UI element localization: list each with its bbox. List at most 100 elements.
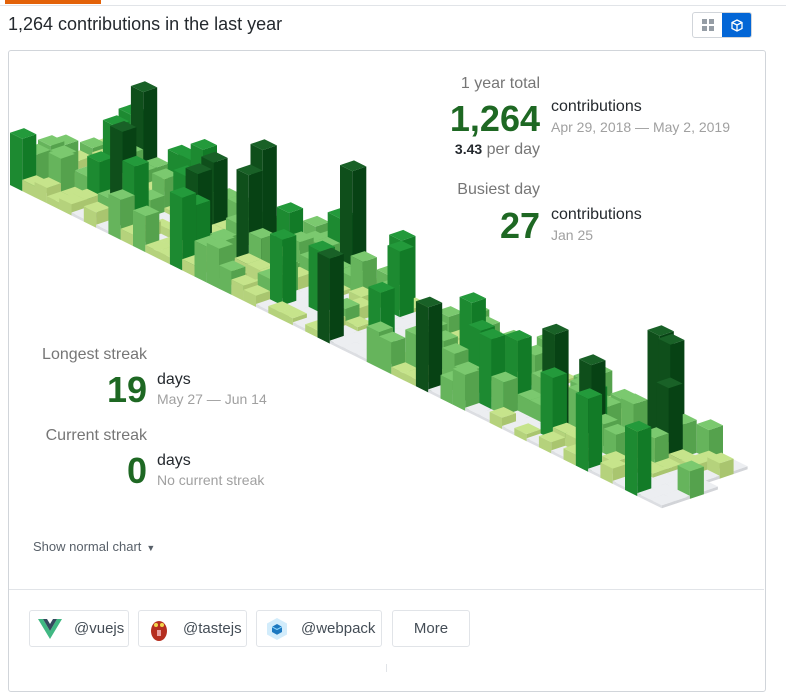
divider (0, 5, 786, 6)
cell-face (705, 475, 720, 484)
cell-face (342, 346, 355, 356)
day-cell (317, 247, 344, 344)
cell-face (270, 229, 297, 240)
cell-face (87, 151, 114, 163)
per-day-label: per day (486, 141, 540, 158)
grid-view-button[interactable] (693, 13, 722, 37)
year-total-count: 1,264 (449, 98, 540, 139)
current-streak-count: 0 (126, 450, 147, 491)
cell-face (182, 193, 197, 271)
cell-face (654, 458, 681, 469)
cell-face (621, 393, 648, 405)
cell-face (491, 371, 518, 383)
cell-face (250, 139, 277, 151)
year-total-unit: contributions (551, 98, 642, 115)
cell-face (379, 331, 406, 343)
cell-face (133, 205, 160, 217)
cell-face (663, 489, 690, 501)
cell-face (415, 296, 443, 308)
cell-face (503, 377, 518, 419)
cell-face (280, 312, 293, 326)
cell-face (489, 407, 516, 418)
cell-face (733, 466, 748, 474)
cell-face (668, 383, 683, 466)
cell-face (268, 306, 281, 320)
cell-face (415, 301, 429, 393)
cell-face (83, 201, 111, 213)
cell-face (342, 342, 369, 353)
isometric-contribution-chart (10, 81, 748, 509)
cell-face (59, 198, 72, 216)
cell-face (347, 297, 374, 309)
cell-face (340, 160, 367, 172)
cell-face (130, 81, 158, 93)
cell-face (602, 451, 629, 462)
org-button-tastejs[interactable]: @tastejs (138, 610, 247, 647)
cell-face (579, 354, 606, 366)
cell-face (268, 301, 295, 313)
cell-face (201, 151, 228, 163)
cell-face (317, 252, 330, 344)
cell-face (468, 319, 495, 331)
cell-face (350, 251, 377, 262)
cell-face (231, 279, 244, 301)
cell-face (658, 333, 685, 345)
cell-face (236, 164, 263, 176)
longest-streak-count: 19 (106, 369, 147, 410)
cell-face (625, 425, 638, 497)
cell-face (317, 247, 344, 259)
cell-face (282, 300, 309, 312)
cell-face (465, 370, 480, 411)
cell-face (247, 259, 274, 271)
cell-face (452, 368, 466, 411)
cell-face (345, 316, 372, 328)
show-normal-chart-link[interactable]: Show normal chart ▼ (33, 539, 155, 554)
day-cell (649, 494, 676, 509)
cell-face (343, 331, 371, 342)
more-orgs-button[interactable]: More (392, 610, 470, 647)
cell-face (603, 423, 631, 435)
cell-face (440, 375, 453, 405)
cell-face (185, 163, 212, 174)
cell-face (538, 436, 552, 454)
cell-face (459, 292, 486, 303)
org-button-vuejs[interactable]: @vuejs (29, 610, 129, 647)
cell-face (540, 367, 567, 379)
cell-face (313, 236, 340, 248)
isometric-view-button[interactable] (722, 13, 751, 37)
cell-face (96, 224, 109, 234)
cell-face (157, 251, 170, 265)
cell-face (588, 394, 603, 472)
cell-face (83, 206, 97, 228)
day-cell (452, 364, 480, 411)
caret-down-icon: ▼ (146, 543, 156, 553)
cell-face (719, 458, 734, 479)
cell-face (110, 121, 137, 132)
cell-face (143, 157, 170, 168)
cell-face (34, 181, 47, 204)
cell-face (540, 372, 553, 443)
cell-face (282, 235, 297, 309)
cell-face (436, 306, 463, 317)
cell-face (428, 302, 443, 393)
cell-face (169, 191, 183, 271)
org-button-webpack[interactable]: @webpack (256, 610, 382, 647)
current-streak-unit: days (157, 452, 191, 469)
webpack-logo-icon (265, 617, 289, 641)
cell-face (59, 193, 86, 205)
cell-face (52, 134, 79, 146)
cell-face (108, 189, 135, 200)
cell-face (502, 426, 515, 436)
cell-face (145, 240, 172, 252)
cell-face (588, 468, 601, 478)
cell-face (391, 362, 418, 374)
cell-face (538, 431, 566, 443)
cell-face (236, 169, 249, 269)
cell-face (651, 483, 678, 495)
cell-face (48, 147, 75, 159)
day-cell (540, 367, 567, 443)
tastejs-logo-icon (147, 617, 171, 641)
year-total-range: Apr 29, 2018 — May 2, 2019 (551, 119, 730, 135)
busiest-day-count: 27 (499, 205, 540, 246)
cell-face (280, 307, 307, 319)
